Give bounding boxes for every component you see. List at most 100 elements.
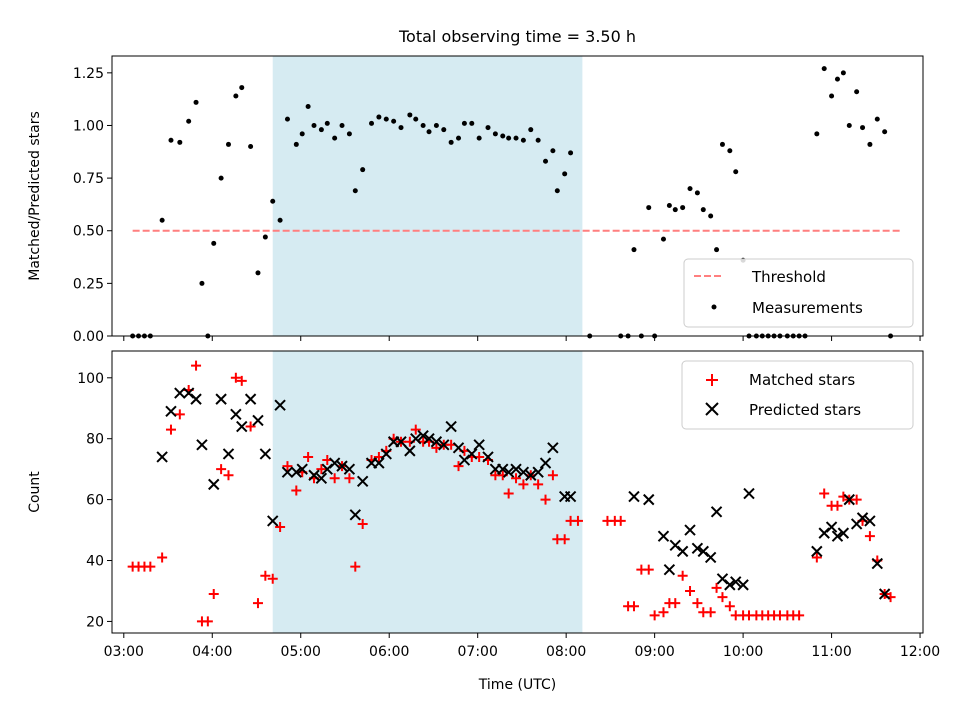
predicted-star-point — [466, 448, 478, 460]
matched-star-point — [643, 564, 654, 575]
predicted-star-point — [663, 563, 676, 576]
predicted-star-point — [825, 521, 838, 533]
predicted-star-point — [230, 408, 242, 421]
measurement-point — [324, 120, 330, 126]
measurement-point — [840, 70, 846, 76]
measurement-point — [398, 125, 404, 131]
measurement-point — [305, 104, 311, 110]
measurement-point — [700, 207, 706, 213]
matched-star-point — [503, 488, 514, 499]
matched-star-point — [864, 531, 875, 542]
predicted-star-point — [244, 393, 257, 405]
predicted-star-point — [165, 405, 177, 418]
measurement-point — [239, 85, 245, 91]
predicted-star-point — [837, 527, 850, 539]
matched-star-point — [174, 409, 185, 420]
predicted-star-point — [430, 436, 443, 448]
predicted-star-point — [208, 478, 220, 491]
measurement-point — [277, 217, 283, 223]
x-tick-label: 04:00 — [192, 644, 232, 660]
measurement-point — [233, 93, 239, 99]
matched-star-point — [819, 488, 830, 499]
measurement-point — [346, 131, 352, 137]
measurement-point — [562, 171, 568, 177]
measurement-point — [311, 122, 317, 128]
legend-matched-swatch — [706, 374, 718, 386]
matched-star-point — [291, 485, 302, 496]
matched-star-point — [518, 479, 529, 490]
measurement-point — [225, 141, 231, 147]
measurement-point — [469, 120, 475, 126]
predicted-star-point — [328, 457, 341, 469]
measurement-point — [456, 135, 462, 141]
matched-star-point — [540, 494, 551, 505]
predicted-star-point — [811, 545, 823, 558]
measurement-point — [391, 118, 397, 124]
matched-star-point — [572, 515, 583, 526]
legend-measurements-label: Measurements — [752, 299, 863, 317]
matched-star-point — [316, 464, 327, 475]
predicted-star-point — [236, 420, 248, 433]
measurement-point — [248, 144, 254, 150]
bottom-y-tick-label: 40 — [86, 554, 104, 570]
x-tick-label: 03:00 — [104, 644, 144, 660]
predicted-star-point — [684, 524, 696, 536]
measurement-point — [834, 76, 840, 82]
matched-star-point — [685, 585, 696, 596]
measurement-point — [727, 148, 733, 154]
matched-star-point — [157, 552, 168, 563]
measurement-point — [568, 150, 574, 156]
predicted-star-point — [308, 469, 320, 481]
matched-star-point — [230, 372, 241, 383]
predicted-star-point — [710, 506, 723, 518]
measurement-point — [211, 240, 217, 246]
matched-star-point — [202, 616, 213, 627]
matched-star-point — [275, 522, 286, 533]
measurement-point — [433, 122, 439, 128]
measurement-point — [218, 175, 224, 181]
predicted-star-point — [222, 448, 235, 460]
matched-star-point — [329, 473, 340, 484]
top-y-tick-label: 1.25 — [73, 66, 104, 82]
measurement-point — [672, 207, 678, 213]
predicted-star-point — [564, 490, 577, 503]
matched-star-point — [811, 552, 822, 563]
x-axis-label: Time (UTC) — [478, 677, 556, 693]
matched-star-point — [252, 598, 263, 609]
measurement-point — [199, 280, 205, 286]
measurement-point — [520, 137, 526, 143]
matched-star-point — [344, 473, 355, 484]
measurement-point — [476, 135, 482, 141]
measurement-point — [360, 167, 366, 173]
x-tick-label: 07:00 — [458, 644, 498, 660]
matched-star-point — [649, 610, 660, 621]
matched-star-point — [453, 461, 464, 472]
bottom-legend-box — [681, 360, 914, 430]
predicted-star-point — [730, 576, 742, 588]
legend-measurements-swatch — [711, 304, 717, 310]
x-tick-label: 05:00 — [281, 644, 321, 660]
measurement-point — [426, 129, 432, 135]
x-tick-label: 12:00 — [900, 644, 940, 660]
matched-star-point — [282, 461, 293, 472]
measurement-point — [882, 129, 888, 135]
x-tick-label: 08:00 — [546, 644, 586, 660]
x-tick-label: 10:00 — [723, 644, 763, 660]
top-y-tick-label: 0.25 — [73, 276, 104, 292]
matched-star-point — [628, 601, 639, 612]
measurement-point — [708, 213, 714, 219]
matched-star-point — [357, 518, 368, 529]
matched-star-point — [350, 561, 361, 572]
measurement-point — [680, 205, 686, 211]
predicted-star-point — [274, 399, 286, 411]
predicted-star-point — [196, 439, 208, 451]
measurement-point — [854, 89, 860, 95]
predicted-star-point — [438, 439, 450, 451]
measurement-point — [550, 148, 556, 154]
predicted-star-point — [871, 557, 883, 570]
top-y-tick-label: 0.75 — [73, 171, 104, 187]
x-tick-label: 06:00 — [369, 644, 409, 660]
predicted-star-point — [532, 466, 544, 478]
measurement-point — [420, 122, 426, 128]
measurement-point — [829, 93, 835, 99]
